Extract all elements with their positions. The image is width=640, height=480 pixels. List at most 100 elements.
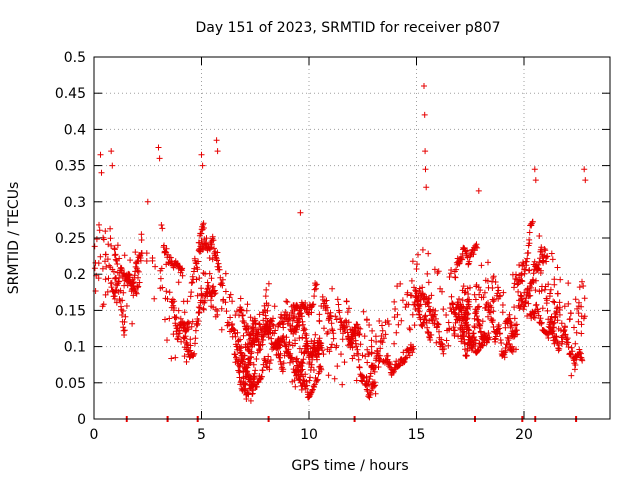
x-tick-label: 10	[300, 427, 318, 443]
data-point	[204, 293, 211, 300]
data-point	[372, 333, 379, 340]
data-point	[162, 316, 168, 323]
data-point	[423, 184, 430, 191]
data-point	[575, 318, 582, 325]
data-point	[256, 311, 263, 318]
data-point	[311, 345, 318, 352]
data-point	[330, 330, 337, 337]
data-point	[278, 361, 284, 368]
data-point	[168, 355, 175, 362]
data-point	[183, 358, 190, 365]
data-point	[325, 329, 331, 335]
data-point	[302, 385, 309, 392]
data-point	[178, 338, 185, 345]
data-point	[113, 299, 120, 306]
data-point	[264, 307, 271, 314]
data-point	[419, 284, 426, 291]
data-point	[298, 310, 305, 317]
data-point	[441, 346, 447, 352]
data-point	[293, 326, 300, 333]
data-point	[565, 344, 572, 350]
data-point	[190, 352, 197, 358]
data-point	[299, 313, 305, 320]
data-point	[531, 166, 538, 173]
data-point	[121, 282, 128, 289]
data-point	[204, 286, 211, 293]
data-point	[384, 352, 391, 359]
data-point	[299, 360, 306, 367]
data-point	[574, 305, 581, 312]
data-point	[413, 266, 420, 272]
data-point	[511, 315, 518, 322]
data-point	[176, 330, 183, 337]
data-point	[212, 290, 219, 297]
data-point	[102, 251, 109, 258]
data-point	[315, 342, 322, 349]
data-point	[485, 299, 491, 306]
data-point	[525, 300, 532, 307]
data-point	[244, 301, 251, 308]
data-point	[248, 350, 255, 357]
x-tick-label: 20	[515, 427, 533, 443]
data-point	[511, 304, 518, 311]
data-point	[576, 346, 583, 353]
data-point	[368, 387, 375, 394]
data-point	[355, 350, 362, 357]
data-point	[510, 346, 517, 352]
data-point	[296, 345, 303, 352]
data-point	[460, 283, 467, 290]
data-point	[293, 355, 300, 362]
x-tick-label: 0	[90, 427, 99, 443]
data-point	[341, 359, 348, 366]
data-point	[337, 315, 344, 322]
data-point	[478, 262, 485, 269]
data-point	[379, 327, 386, 334]
data-point	[581, 295, 588, 302]
data-point	[485, 336, 492, 343]
data-point	[194, 322, 200, 329]
data-point	[399, 297, 406, 304]
data-point	[302, 300, 309, 306]
data-point	[216, 266, 223, 273]
data-point	[280, 333, 287, 340]
data-point	[219, 276, 226, 283]
data-point	[208, 241, 215, 248]
data-point	[568, 344, 575, 351]
data-point	[333, 316, 340, 323]
data-point	[266, 366, 273, 373]
data-point	[550, 320, 557, 327]
data-point	[349, 344, 356, 351]
axis-ticks: 0 0.05 0.1 0.15 0.2 0.25 0.3 0.35 0.4 0.45 0.5 0 5 10…	[55, 50, 610, 443]
data-point	[544, 307, 551, 314]
data-point	[182, 333, 189, 340]
data-point	[243, 369, 250, 376]
data-point	[422, 312, 429, 319]
data-point	[377, 345, 384, 352]
data-point	[550, 298, 557, 305]
data-point	[264, 318, 271, 325]
data-point	[336, 309, 343, 316]
data-point	[545, 335, 552, 341]
data-point	[247, 397, 254, 404]
data-point	[288, 328, 295, 335]
data-point	[135, 283, 142, 290]
data-point	[116, 278, 122, 285]
data-point	[485, 313, 491, 320]
data-point	[100, 236, 107, 243]
data-point	[357, 341, 364, 348]
data-point	[428, 292, 435, 299]
data-point	[209, 233, 216, 240]
data-point	[235, 337, 242, 344]
data-point	[138, 231, 145, 238]
data-point	[485, 259, 491, 266]
data-point	[339, 381, 346, 388]
data-point	[132, 249, 139, 256]
data-point	[345, 342, 352, 349]
data-point	[288, 327, 295, 334]
data-point	[263, 315, 269, 322]
data-point	[138, 237, 145, 243]
data-point	[186, 320, 192, 327]
data-point	[472, 337, 479, 344]
data-point	[323, 297, 330, 304]
data-point	[470, 330, 477, 337]
